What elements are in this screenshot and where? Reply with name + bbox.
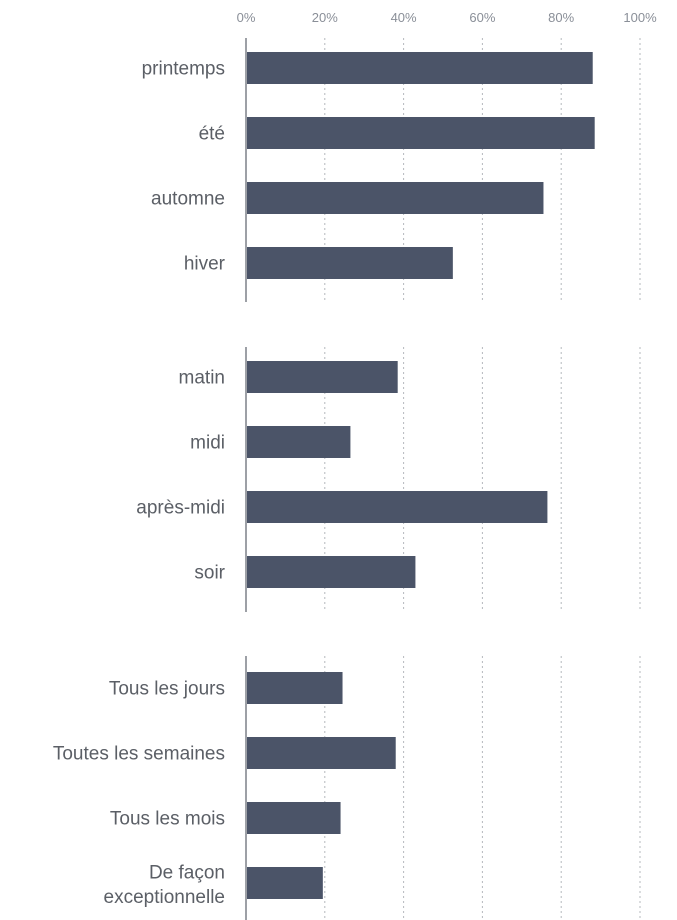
x-tick-label: 40% xyxy=(391,10,417,25)
category-label: midi xyxy=(190,433,225,454)
category-label: Tous les mois xyxy=(110,809,225,830)
bar xyxy=(247,672,343,704)
bar xyxy=(247,556,416,588)
bar xyxy=(247,426,351,458)
bar xyxy=(247,182,544,214)
category-label: Toutes les semaines xyxy=(53,744,225,765)
category-label: matin xyxy=(179,368,225,389)
category-label: Tous les jours xyxy=(109,679,225,700)
bar xyxy=(247,247,453,279)
x-tick-label: 60% xyxy=(469,10,495,25)
category-label: De façon exceptionnelle xyxy=(104,862,225,908)
x-tick-label: 80% xyxy=(548,10,574,25)
bar xyxy=(247,802,341,834)
x-tick-label: 0% xyxy=(237,10,256,25)
bar xyxy=(247,737,396,769)
category-label: été xyxy=(199,124,225,145)
category-label: automne xyxy=(151,189,225,210)
bar xyxy=(247,52,593,84)
category-label: hiver xyxy=(184,254,226,275)
bar xyxy=(247,117,595,149)
category-label: soir xyxy=(194,563,225,584)
bar xyxy=(247,491,548,523)
category-label: printemps xyxy=(142,59,225,80)
category-label: après-midi xyxy=(136,498,225,519)
x-tick-label: 20% xyxy=(312,10,338,25)
x-tick-label: 100% xyxy=(623,10,657,25)
bar xyxy=(247,361,398,393)
bar xyxy=(247,867,323,899)
